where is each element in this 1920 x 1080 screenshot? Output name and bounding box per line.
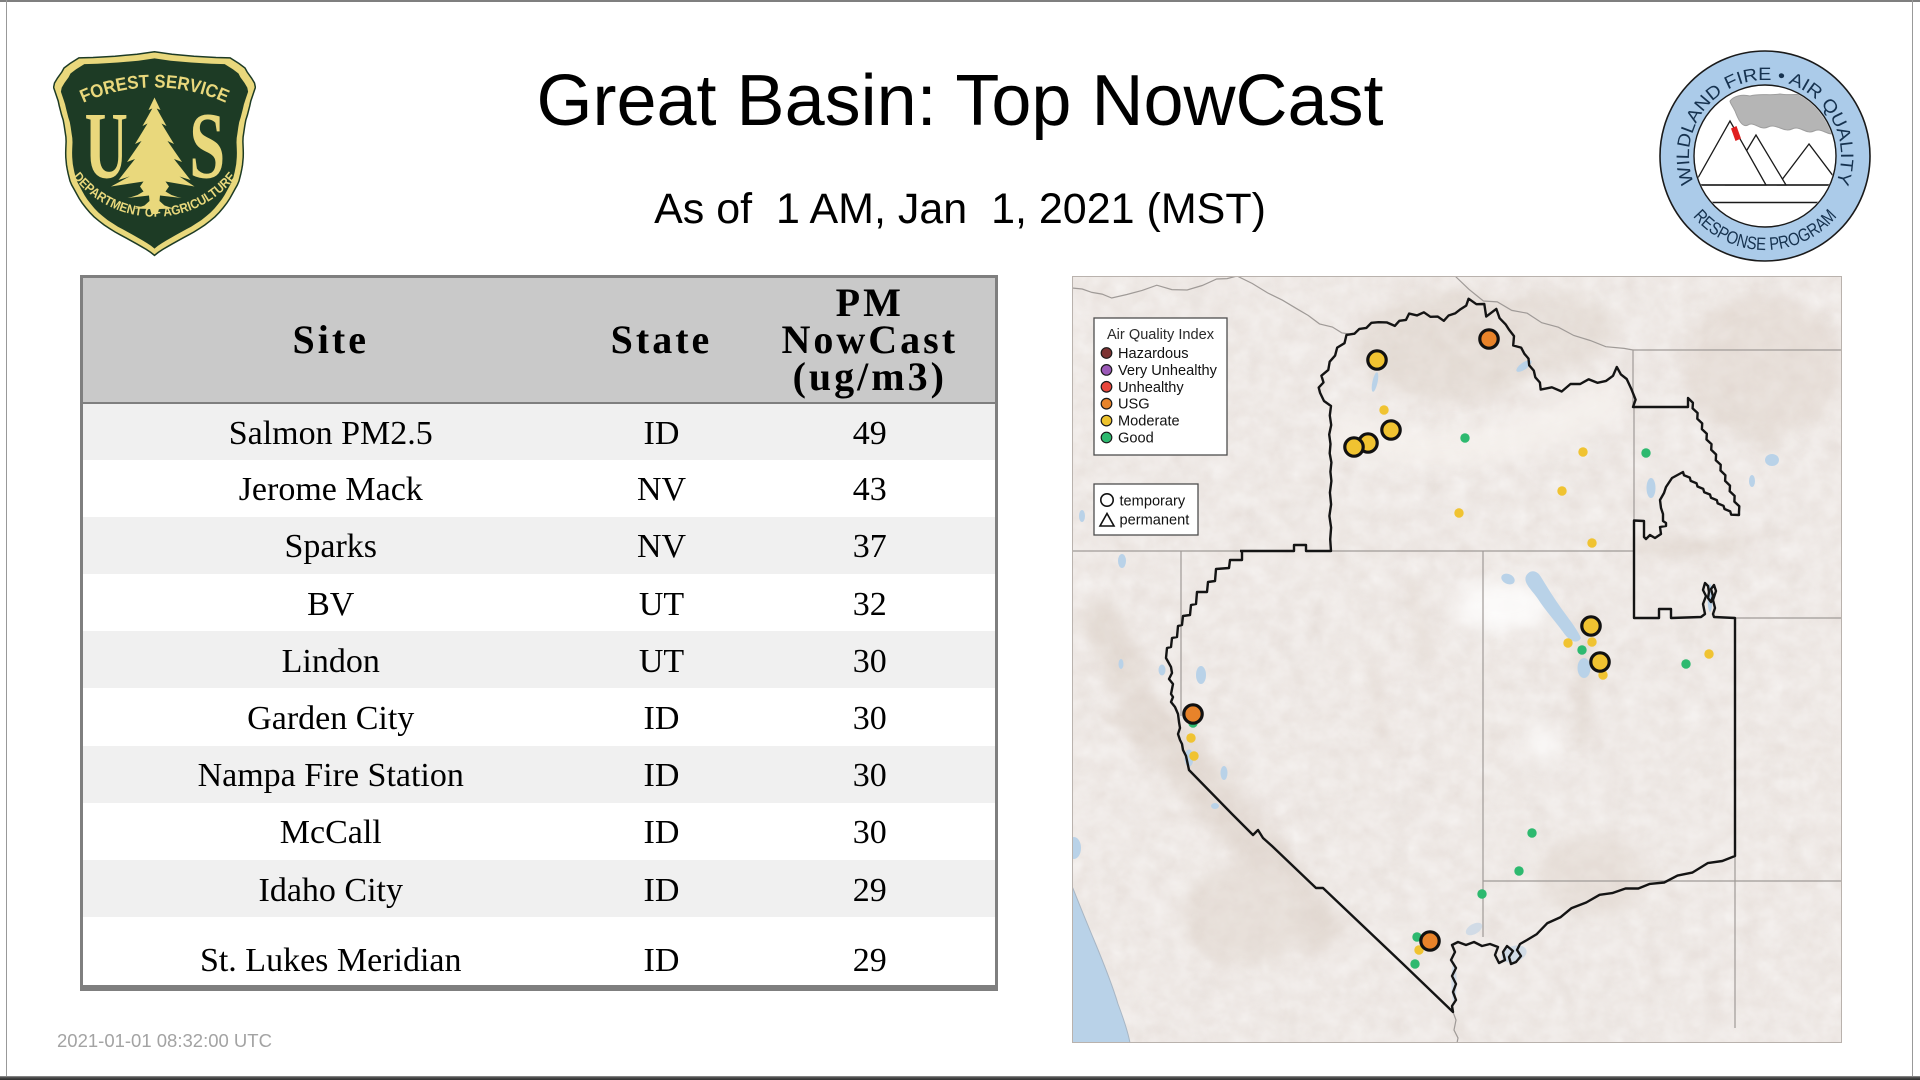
svg-text:Air Quality Index: Air Quality Index bbox=[1107, 327, 1215, 343]
svg-text:S: S bbox=[189, 93, 225, 198]
svg-text:Very Unhealthy: Very Unhealthy bbox=[1118, 363, 1218, 379]
svg-text:temporary: temporary bbox=[1120, 494, 1186, 510]
svg-text:Unhealthy: Unhealthy bbox=[1118, 380, 1184, 396]
svg-text:Moderate: Moderate bbox=[1118, 414, 1180, 430]
svg-text:Hazardous: Hazardous bbox=[1118, 346, 1189, 362]
svg-text:USG: USG bbox=[1118, 397, 1150, 413]
svg-text:Good: Good bbox=[1118, 431, 1154, 447]
svg-text:permanent: permanent bbox=[1120, 513, 1190, 529]
